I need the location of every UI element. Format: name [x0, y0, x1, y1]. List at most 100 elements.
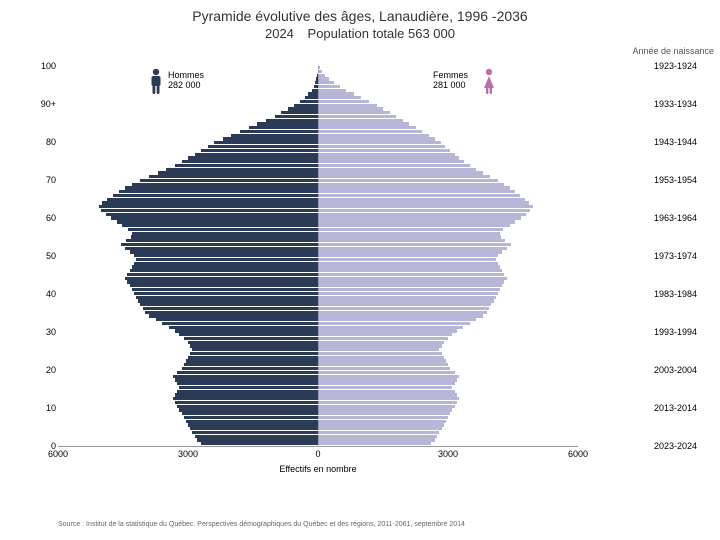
bar-female [318, 130, 422, 133]
bar-male [158, 171, 318, 174]
bar-male [208, 145, 319, 148]
bar-female [318, 341, 444, 344]
bar-female [318, 401, 457, 404]
bar-female [318, 235, 501, 238]
bar-male [136, 258, 318, 261]
bar-female [318, 280, 504, 283]
bar-female [318, 277, 507, 280]
birth-year-tick: 1993-1994 [654, 327, 714, 337]
bar-male [173, 375, 318, 378]
bar-female [318, 435, 437, 438]
bar-male [197, 438, 318, 441]
bar-female [318, 74, 325, 77]
bar-female [318, 363, 448, 366]
bar-female [318, 149, 450, 152]
bar-male [156, 318, 319, 321]
bar-male [125, 277, 318, 280]
bar-male [190, 352, 318, 355]
bar-female [318, 220, 515, 223]
bar-female [318, 416, 448, 419]
bar-female [318, 85, 340, 88]
bar-male [195, 435, 319, 438]
bar-male [117, 220, 319, 223]
bar-male [177, 382, 318, 385]
bar-male [190, 344, 318, 347]
bar-male [190, 427, 318, 430]
bar-female [318, 194, 520, 197]
bar-female [318, 352, 442, 355]
bar-male [149, 175, 318, 178]
bar-male [184, 337, 318, 340]
bar-female [318, 344, 442, 347]
bar-female [318, 265, 500, 268]
bar-male [106, 213, 318, 216]
plot-area: Hommes 282 000 Femmes 281 000 [58, 66, 578, 446]
legend-male-label: Hommes [168, 70, 204, 80]
bar-female [318, 375, 459, 378]
bar-male [177, 405, 318, 408]
bar-female [318, 175, 490, 178]
bar-female [318, 356, 444, 359]
bar-male [294, 104, 318, 107]
y-axis-tick: 100 [28, 61, 56, 71]
bar-male [186, 420, 318, 423]
bar-female [318, 311, 487, 314]
legend-female-label: Femmes [433, 70, 468, 80]
bar-female [318, 160, 464, 163]
bar-female [318, 153, 455, 156]
bar-female [318, 198, 525, 201]
bar-male [188, 341, 318, 344]
birth-year-tick: 2003-2004 [654, 365, 714, 375]
y-axis-tick: 30 [28, 327, 56, 337]
bar-male [175, 401, 318, 404]
bar-male [134, 292, 318, 295]
bar-female [318, 397, 459, 400]
birth-year-tick: 1933-1934 [654, 99, 714, 109]
bar-male [275, 115, 318, 118]
bar-male [179, 386, 318, 389]
bar-male [143, 307, 319, 310]
bar-female [318, 119, 403, 122]
y-axis-tick: 50 [28, 251, 56, 261]
legend-female: Femmes 281 000 [433, 70, 468, 90]
bar-male [121, 243, 318, 246]
y-axis-tick: 60 [28, 213, 56, 223]
bar-female [318, 183, 504, 186]
bar-male [188, 156, 318, 159]
bar-male [102, 201, 318, 204]
bar-female [318, 122, 409, 125]
bar-female [318, 348, 439, 351]
bar-male [162, 322, 318, 325]
bar-female [318, 100, 369, 103]
bar-male [257, 122, 318, 125]
bar-female [318, 104, 377, 107]
chart-title: Pyramide évolutive des âges, Lanaudière,… [0, 8, 720, 24]
bar-male [305, 96, 318, 99]
bar-male [223, 137, 318, 140]
birth-year-tick: 1963-1964 [654, 213, 714, 223]
bar-female [318, 258, 496, 261]
bar-male [179, 333, 318, 336]
bar-female [318, 386, 452, 389]
bar-male [192, 431, 318, 434]
y-axis-tick: 80 [28, 137, 56, 147]
bar-female [318, 423, 444, 426]
bar-male [281, 111, 318, 114]
bar-male [188, 423, 318, 426]
x-axis-tick: 6000 [568, 449, 588, 459]
bar-female [318, 201, 529, 204]
bar-male [128, 228, 318, 231]
bar-male [131, 235, 318, 238]
bar-female [318, 322, 470, 325]
bar-male [101, 209, 318, 212]
bar-female [318, 296, 496, 299]
year-label: 2024 [265, 26, 294, 41]
bar-male [125, 186, 318, 189]
bar-male [132, 288, 318, 291]
bar-male [132, 232, 318, 235]
birth-year-tick: 2023-2024 [654, 441, 714, 451]
bar-female [318, 137, 435, 140]
bar-male [122, 224, 318, 227]
bar-female [318, 307, 489, 310]
year-population-row: 2024 Population totale 563 000 [0, 26, 720, 41]
